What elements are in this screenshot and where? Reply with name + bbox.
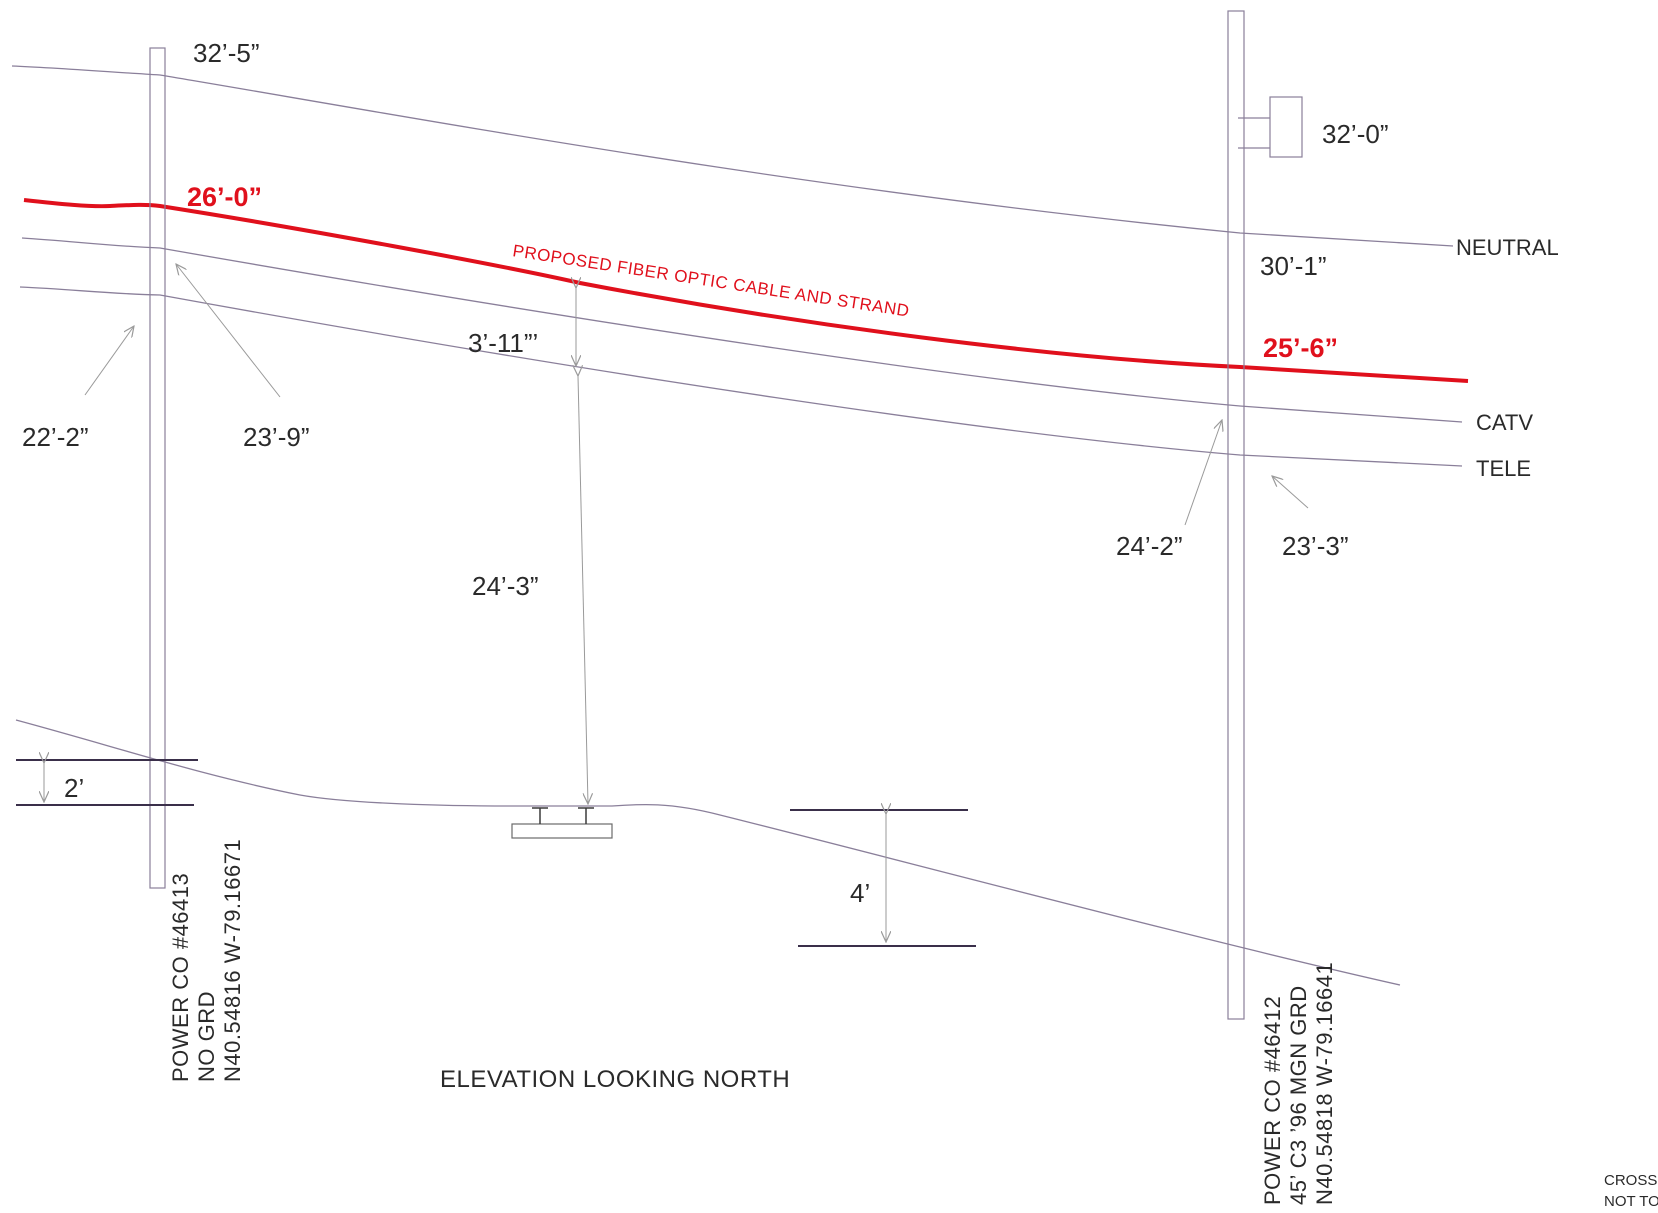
transformer-height: 32’-0” xyxy=(1322,119,1388,149)
left-pole xyxy=(149,47,166,889)
left-tele-height: 22’-2” xyxy=(22,422,88,452)
left-top-height: 32’-5” xyxy=(193,38,259,68)
left-catv-height: 23’-9” xyxy=(243,422,309,452)
tele-right-leader xyxy=(1272,476,1309,509)
right-pole-label-line-1: POWER CO #46412 xyxy=(1260,996,1285,1205)
left-pole-label-line-1: POWER CO #46413 xyxy=(168,873,193,1082)
transformer xyxy=(1269,96,1303,158)
left-proposed-height: 26’-0” xyxy=(187,182,262,212)
right-grade-offset: 4’ xyxy=(850,878,870,908)
catv-label: CATV xyxy=(1476,410,1533,435)
left-pole-label: POWER CO #46413 NO GRD N40.54816 W-79.16… xyxy=(168,839,245,1082)
right-pole xyxy=(1227,10,1245,1020)
proposed-fiber-cable xyxy=(23,198,1469,383)
elevation-caption: ELEVATION LOOKING NORTH xyxy=(440,1066,790,1093)
left-pole-label-line-3: N40.54816 W-79.16671 xyxy=(220,839,245,1082)
midspan-separation: 3’-11”’ xyxy=(468,328,538,358)
tele-label: TELE xyxy=(1476,456,1531,481)
right-catv-height: 24’-2” xyxy=(1116,531,1182,561)
note-line-1: CROSSI xyxy=(1604,1172,1658,1189)
right-pole-label-line-3: N40.54818 W-79.16641 xyxy=(1312,962,1337,1205)
note-line-2: NOT TO xyxy=(1604,1193,1658,1210)
tele-wire xyxy=(19,286,1463,467)
right-tele-height: 23’-3” xyxy=(1282,531,1348,561)
midspan-clearance: 24’-3” xyxy=(472,571,538,601)
right-neutral-height: 30’-1” xyxy=(1260,251,1326,281)
left-grade-offset: 2’ xyxy=(64,773,84,803)
roadway-symbol xyxy=(511,823,613,839)
catv-right-leader xyxy=(1184,420,1222,526)
catv-wire xyxy=(21,237,1463,423)
right-proposed-height: 25’-6” xyxy=(1263,333,1338,363)
neutral-label: NEUTRAL xyxy=(1456,235,1559,260)
neutral-wire xyxy=(11,65,1454,247)
right-pole-label-line-2: 45’ C3 ’96 MGN GRD xyxy=(1286,985,1311,1205)
right-pole-label: POWER CO #46412 45’ C3 ’96 MGN GRD N40.5… xyxy=(1260,962,1337,1205)
tele-left-leader xyxy=(84,326,134,396)
left-pole-label-line-2: NO GRD xyxy=(194,991,219,1082)
catv-left-leader xyxy=(176,264,281,398)
ground-profile xyxy=(15,719,1401,986)
midspan-clearance-dimension xyxy=(578,376,588,804)
